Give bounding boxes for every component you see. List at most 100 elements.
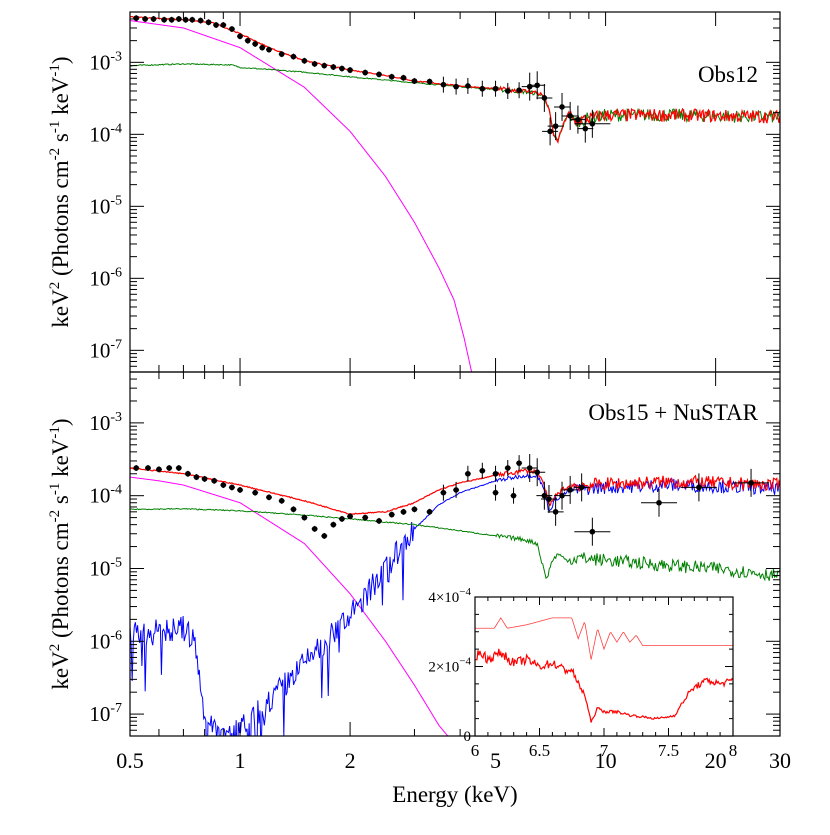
x-tick-label: 5 [490, 748, 501, 773]
data-point [492, 80, 499, 97]
data-point [540, 485, 557, 514]
inset-x-tick-label: 8 [729, 741, 738, 760]
data-point [290, 506, 297, 513]
y-tick-label: 10-3 [89, 49, 122, 74]
data-point [453, 78, 460, 95]
data-point [554, 92, 571, 121]
data-point [265, 46, 272, 53]
data-point [411, 78, 418, 85]
data-point [464, 465, 471, 482]
data-point [133, 465, 140, 472]
data-point [400, 508, 407, 515]
data-point [504, 460, 511, 477]
data-point [278, 51, 285, 58]
inset-y-tick-label: 0 [464, 729, 472, 745]
inset-x-tick-label: 6.5 [529, 741, 550, 760]
x-tick-label: 0.5 [116, 748, 144, 773]
data-point [577, 114, 594, 143]
data-point [411, 506, 418, 513]
data-point [510, 487, 517, 504]
x-tick-label: 30 [769, 748, 791, 773]
series-powerlaw-line [130, 63, 780, 141]
inset-x-tick-label: 7 [600, 741, 609, 760]
data-point [426, 78, 433, 85]
data-point [516, 82, 523, 99]
data-point [144, 465, 151, 472]
data-point [376, 71, 383, 78]
data-point [168, 16, 175, 23]
data-point [213, 21, 220, 28]
x-axis: 0.5 1 2 5 10 20 30 Energy (keV) [116, 748, 791, 807]
data-point [197, 17, 204, 24]
y-tick-label: 10-4 [89, 121, 122, 146]
data-point [330, 521, 337, 528]
series-total-model-line [130, 467, 780, 516]
data-point [133, 15, 140, 22]
data-point [388, 511, 395, 518]
series-absorbed-component-line [130, 472, 780, 736]
data-point [479, 80, 486, 97]
data-point [536, 481, 553, 510]
data-point [347, 513, 354, 520]
data-point [321, 532, 328, 539]
data-point [161, 16, 168, 23]
series-thermal-line [130, 476, 449, 736]
data-point [155, 466, 162, 473]
data-point [680, 473, 717, 502]
data-point [376, 517, 383, 524]
data-point [388, 73, 395, 80]
x-axis-label: Energy (keV) [392, 782, 517, 807]
panel-annotation: Obs15 + NuSTAR [588, 400, 758, 425]
data-point [252, 489, 259, 496]
y-tick-label: 10-3 [89, 410, 122, 435]
data-point [400, 74, 407, 81]
data-point [574, 517, 611, 546]
data-point [265, 494, 272, 501]
data-point [205, 19, 212, 26]
data-point [228, 484, 235, 491]
panel-annotation: Obs12 [698, 62, 758, 87]
inset-x-tick-label: 6 [471, 741, 480, 760]
panel-top: 10-7 10-6 10-5 10-4 10-3 Obs12 keV2 (Photons c… [47, 11, 781, 373]
inset-panel: 6 6.5 7 7.5 8 0 2×10−4 4×10−4 [428, 586, 737, 760]
data-point [733, 468, 770, 497]
plot-frame [129, 11, 781, 373]
data-point [362, 69, 369, 76]
data-point [641, 488, 678, 517]
x-tick-label: 10 [595, 748, 617, 773]
data-point [193, 474, 200, 481]
data-point [166, 465, 173, 472]
data-point [529, 458, 546, 487]
data-point [521, 454, 538, 483]
plot-area [130, 454, 780, 736]
data-point [237, 33, 244, 40]
data-point [440, 484, 447, 501]
data-point [220, 482, 227, 489]
data-point [492, 484, 499, 501]
series-thermal-line [130, 20, 473, 372]
data-point [142, 15, 149, 22]
data-point [440, 76, 447, 93]
data-point [479, 462, 486, 479]
y-tick-label: 10-5 [89, 193, 122, 218]
series-total-model-line [130, 15, 780, 144]
data-point [220, 21, 227, 28]
data-point [492, 465, 499, 482]
inset-x-tick-label: 7.5 [658, 741, 679, 760]
plot-area [130, 15, 780, 372]
data-point [338, 65, 345, 72]
panel-bottom: 10-7 10-6 10-5 10-4 10-3 Obs15 + NuSTAR keV2 (… [47, 371, 781, 737]
data-point [301, 514, 308, 521]
data-point [547, 112, 564, 141]
inset-series-upper-line [475, 617, 733, 660]
y-tick-label: 10-7 [89, 337, 122, 362]
inset-background [475, 597, 733, 736]
inset-y-tick-label: 4×10−4 [428, 586, 471, 606]
data-point [562, 475, 579, 504]
data-point [228, 26, 235, 33]
data-point [201, 475, 208, 482]
data-point [182, 16, 189, 23]
y-tick-label: 10-4 [89, 483, 122, 508]
data-point [211, 477, 218, 484]
